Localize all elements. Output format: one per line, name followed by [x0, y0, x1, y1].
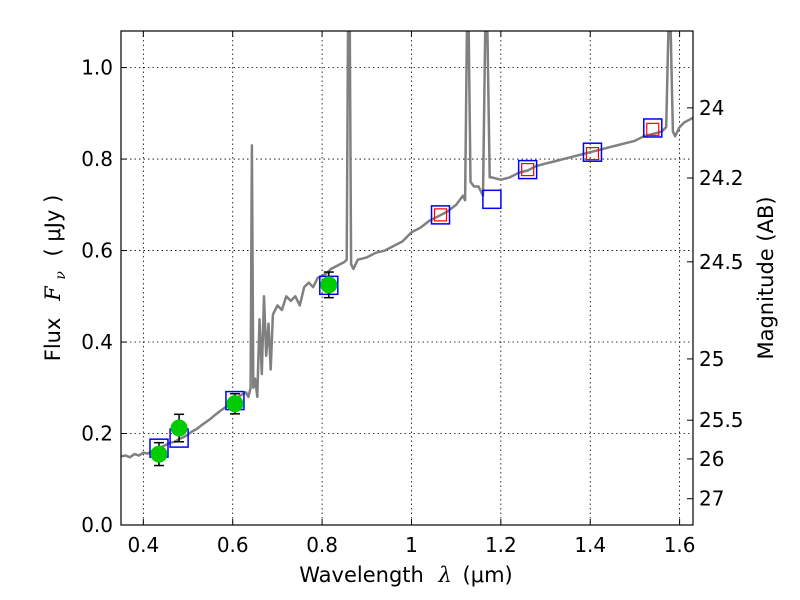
x-tick-label: 0.4 [127, 533, 159, 557]
y-tick-label: 1.0 [81, 56, 113, 80]
x-axis-label-text: Wavelength [299, 563, 424, 587]
observed-optical-point [170, 419, 188, 437]
y2-tick-label: 27 [699, 487, 724, 511]
y-axis-label-symbol: F [41, 285, 65, 302]
x-tick-label: 1 [405, 533, 418, 557]
y-axis-label-unit: ( μJy ) [41, 195, 65, 257]
y-tick-label: 0.8 [81, 147, 113, 171]
model-photometry-point [430, 205, 451, 225]
y-axis-label: Flux F ν ( μJy ) [41, 195, 70, 362]
y-tick-label: 0.2 [81, 422, 113, 446]
observed-nir-point [646, 122, 660, 136]
observed-optical-point [320, 276, 338, 294]
model-photometry-point [582, 142, 603, 162]
y-tick-label: 0.4 [81, 330, 113, 354]
grid [121, 31, 693, 526]
sed-model-line [121, 31, 693, 459]
y2-tick-label: 24.5 [699, 250, 744, 274]
observed-optical-point [226, 395, 244, 413]
y2-axis-label: Magnitude (AB) [754, 196, 778, 359]
y-axis-label-text: Flux [41, 318, 65, 362]
y2-tick-label: 25 [699, 347, 724, 371]
x-tick-label: 1.2 [485, 533, 517, 557]
y-tick-label: 0.6 [81, 239, 113, 263]
y-tick-label: 0.0 [81, 513, 113, 537]
model-photometry-point [517, 159, 538, 180]
x-tick-label: 1.6 [664, 533, 696, 557]
x-tick-label: 0.8 [306, 533, 338, 557]
x-axis-label-symbol: λ [438, 563, 452, 587]
y2-tick-label: 26 [699, 447, 724, 471]
observed-optical-point [150, 445, 168, 463]
y2-tick-label: 25.5 [699, 408, 744, 432]
observed-nir-point [585, 146, 600, 161]
x-axis-label: Wavelength λ (μm) [299, 563, 512, 587]
tick-labels: 0.4 0.6 0.8 1 1.2 1.4 1.6 0.0 0.2 0.4 0.6 0.8 1.0 24 2… [81, 56, 743, 557]
y2-tick-label: 24.2 [699, 166, 744, 190]
x-tick-label: 1.4 [574, 533, 606, 557]
x-tick-label: 0.6 [217, 533, 249, 557]
y-axis-label-subscript: ν [53, 271, 69, 280]
y2-tick-label: 24 [699, 96, 724, 120]
plot-frame [120, 30, 694, 526]
model-photometry-point [482, 189, 502, 210]
model-photometry-point [643, 118, 663, 138]
observed-nir-point [521, 162, 535, 177]
observed-nir-point [433, 208, 448, 222]
x-axis-label-unit: (μm) [463, 563, 513, 587]
ticks [121, 31, 693, 526]
